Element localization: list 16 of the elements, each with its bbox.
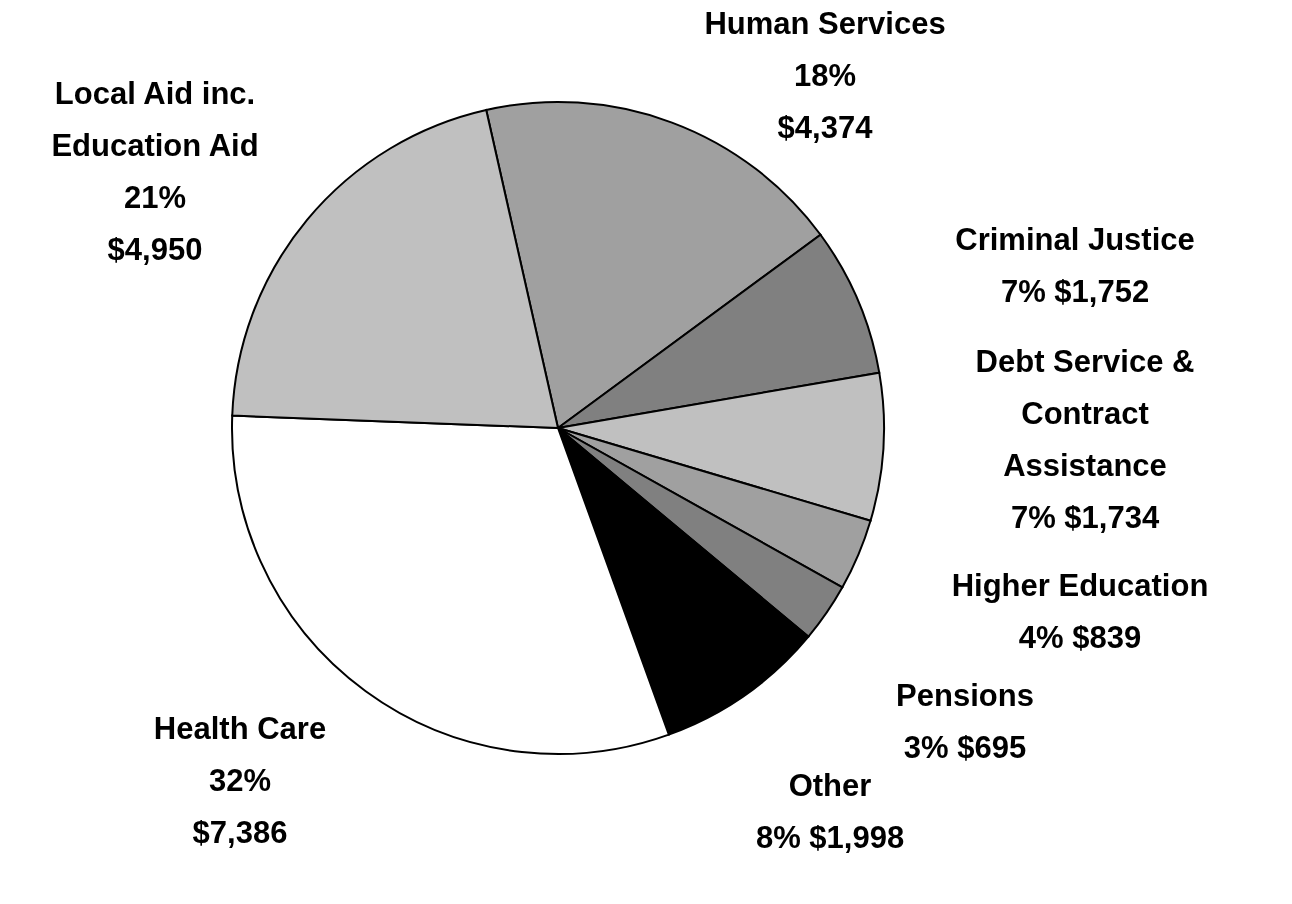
data-label: 32% $7,386 — [192, 763, 288, 850]
slice-label: Debt Service & Contract Assistance — [975, 344, 1195, 483]
slice-label: Other — [788, 768, 872, 803]
data-label: 8% $1,998 — [755, 820, 905, 855]
slice-label: Health Care — [153, 711, 327, 746]
data-label: 4% $839 — [1018, 620, 1142, 655]
data-label: 7% $1,734 — [1010, 500, 1160, 535]
slice-label: Pensions — [896, 678, 1034, 713]
slice-label: Criminal Justice — [955, 222, 1195, 257]
slice-label: Human Services — [704, 6, 946, 41]
data-label: 21% $4,950 — [107, 180, 203, 267]
slice-label: Local Aid inc. Education Aid — [51, 76, 259, 163]
data-label: 18% $4,374 — [777, 58, 874, 145]
data-label: 7% $1,752 — [1000, 274, 1150, 309]
data-label: 3% $695 — [903, 730, 1027, 765]
slice-label: Higher Education — [951, 568, 1209, 603]
